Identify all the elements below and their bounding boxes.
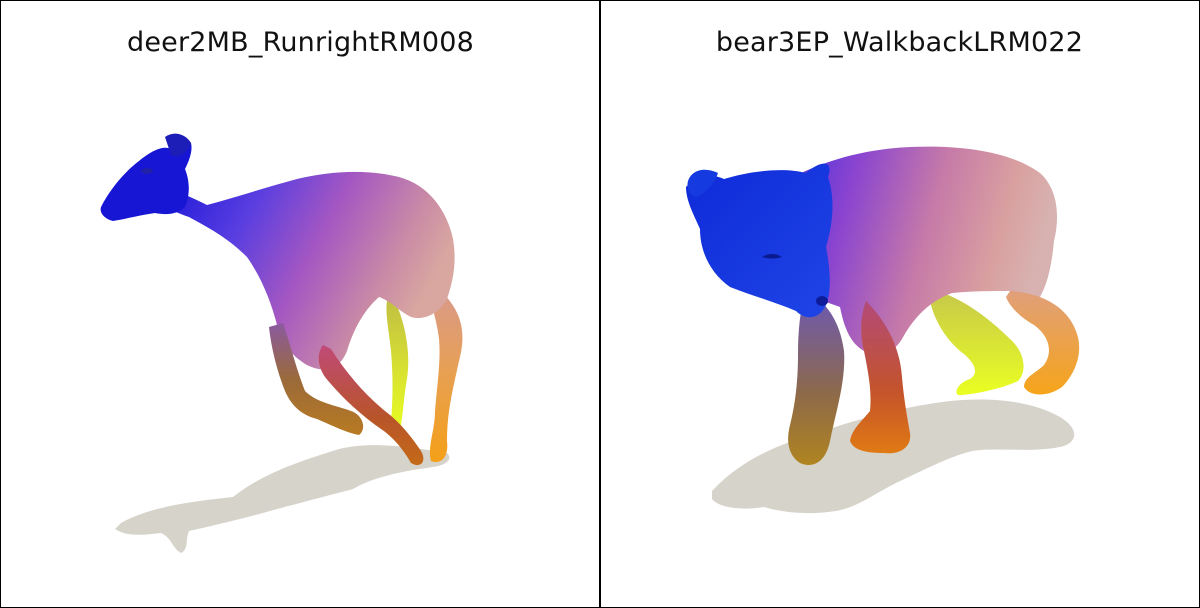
bear-render <box>686 146 1080 514</box>
bear-shadow <box>712 399 1075 514</box>
deer-shadow <box>115 445 450 553</box>
bear-front-leg-left <box>788 291 845 465</box>
panel-bear: bear3EP_WalkbackLRM022 <box>600 1 1199 607</box>
bear-nose <box>816 296 828 306</box>
deer-hind-leg-orange <box>429 291 463 463</box>
panel-title-bear: bear3EP_WalkbackLRM022 <box>715 27 1084 58</box>
panel-deer: deer2MB_RunrightRM008 <box>1 1 600 607</box>
deer-front-leg-back <box>269 323 364 435</box>
bear-head <box>686 163 833 318</box>
deer-front-leg-front <box>318 345 424 466</box>
deer-eye <box>141 168 153 174</box>
bear-ear <box>687 169 718 197</box>
deer-head <box>100 140 192 221</box>
bear-front-leg-right <box>850 301 911 454</box>
deer-body <box>151 171 455 370</box>
panel-title-deer: deer2MB_RunrightRM008 <box>127 27 474 58</box>
bear-hind-leg-yellow <box>930 291 1024 396</box>
panel-divider <box>599 1 601 607</box>
deer-render <box>100 133 463 553</box>
bear-eye <box>762 254 782 259</box>
bear-hind-leg-orange <box>1006 291 1080 395</box>
deer-hind-leg-yellow <box>386 301 409 435</box>
bear-body <box>772 146 1058 355</box>
deer-ear <box>165 133 191 157</box>
